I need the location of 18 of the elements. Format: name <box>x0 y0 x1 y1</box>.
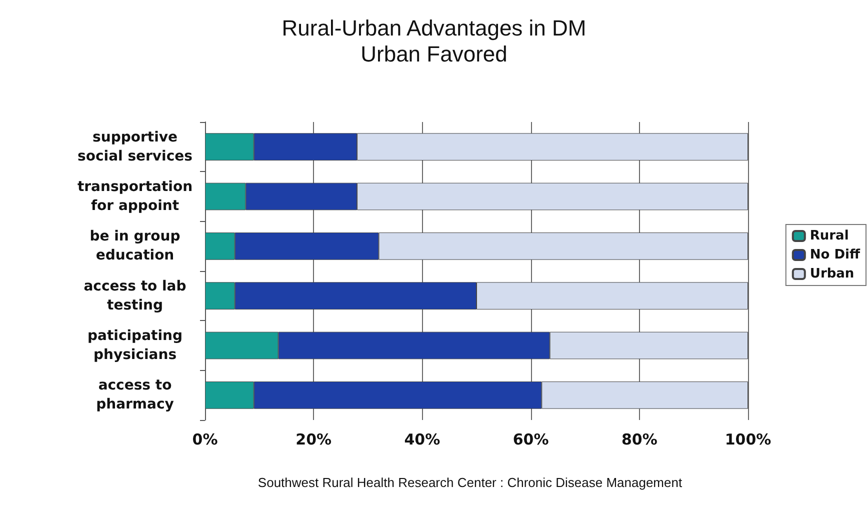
y-tick-label: be in group education <box>90 228 180 264</box>
legend-label: Rural <box>810 228 849 244</box>
chart-title: Rural-Urban Advantages in DM <box>282 16 586 40</box>
y-tick-label: access to lab testing <box>84 278 186 314</box>
x-tick-label: 80% <box>621 430 658 448</box>
x-tick-label: 40% <box>404 430 440 448</box>
y-tick-label: transportation for appoint <box>77 179 193 214</box>
legend-label: No Diff <box>810 248 860 262</box>
text: Southwest Rural Health Research Center : Chronic Disease Management <box>258 475 682 490</box>
y-tick-label: supportive social services <box>78 129 192 164</box>
x-tick-label: 60% <box>512 430 549 448</box>
x-tick-label: 0% <box>192 430 218 448</box>
y-tick-label: paticipating physicians <box>87 328 183 363</box>
chart-subtitle: Urban Favored <box>360 42 508 66</box>
legend-label: Urban <box>810 266 854 282</box>
y-tick-label: access to pharmacy <box>96 378 174 413</box>
x-tick-label: 20% <box>296 430 332 448</box>
x-tick-label: 100% <box>724 430 772 448</box>
